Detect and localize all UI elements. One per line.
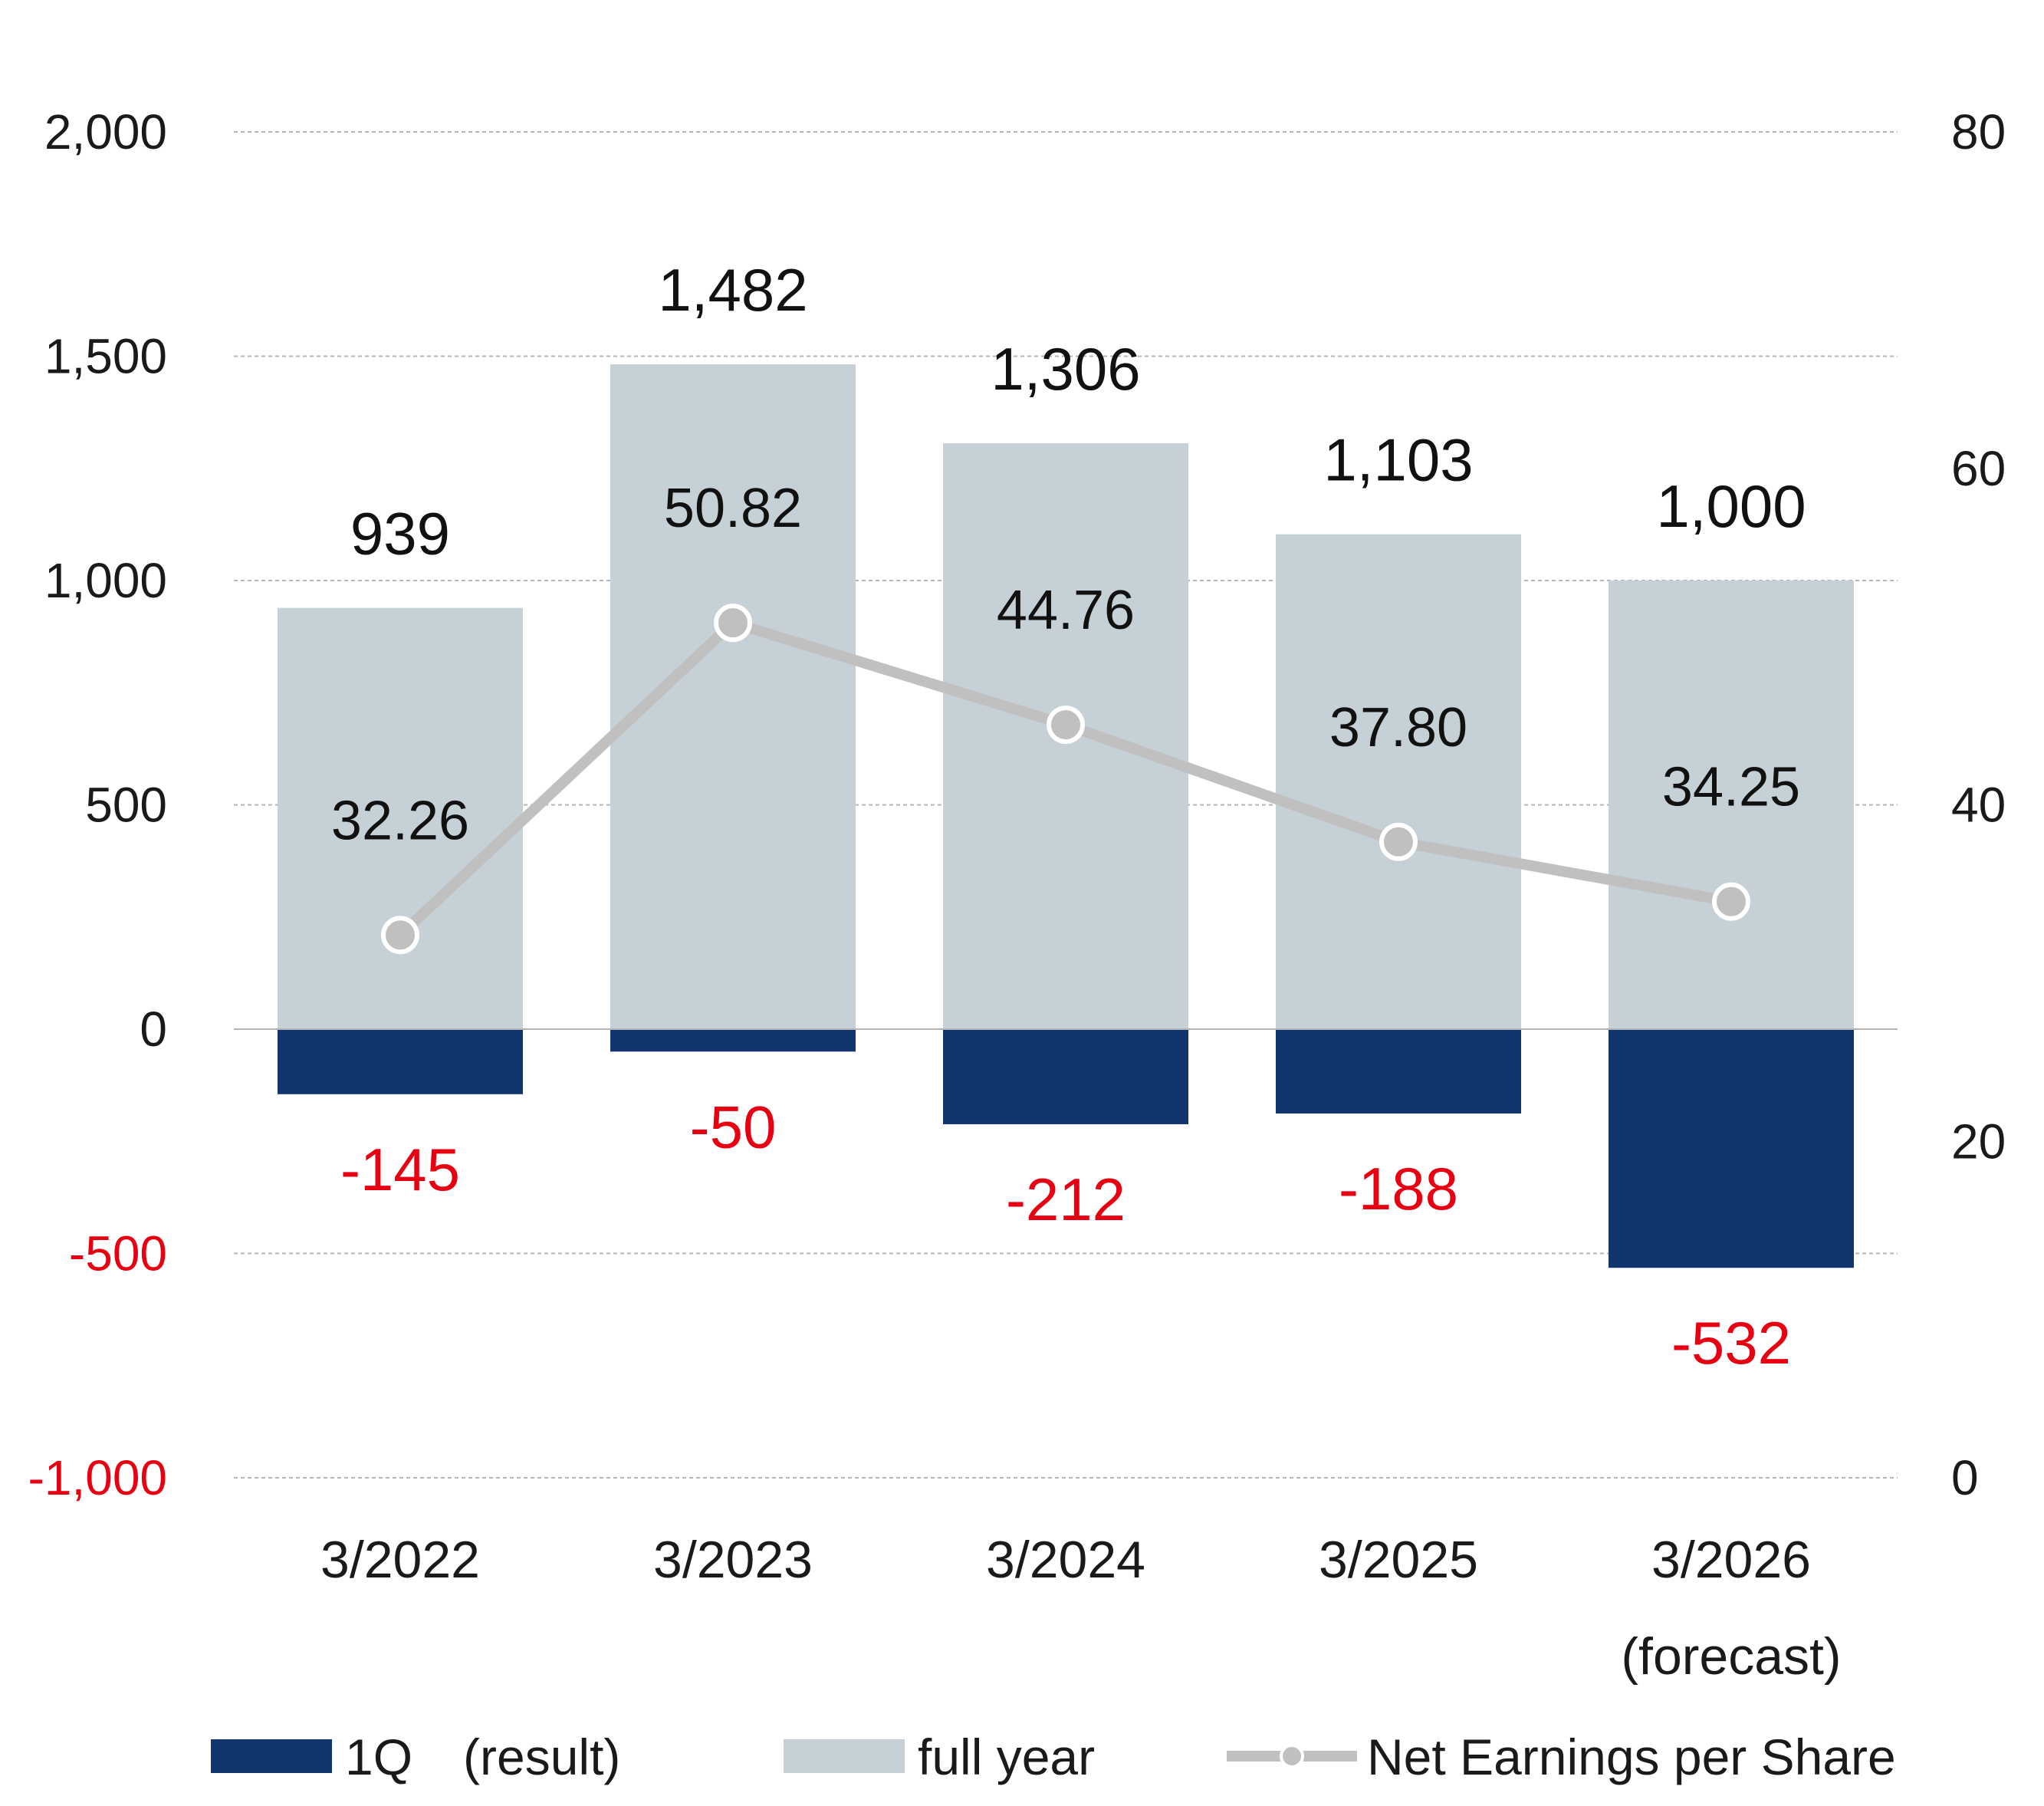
category-label: 3/2024 (986, 1531, 1145, 1589)
legend-swatch-full-year (784, 1739, 905, 1773)
label-full-year: 1,306 (991, 335, 1140, 403)
label-1q: -145 (340, 1136, 460, 1203)
bar-1q (278, 1029, 523, 1094)
left-tick-label: 0 (140, 1002, 167, 1057)
label-eps: 34.25 (1662, 757, 1800, 818)
right-tick-label: 60 (1951, 441, 2006, 496)
right-tick-label: 0 (1951, 1450, 1979, 1505)
left-tick-label: -500 (69, 1226, 167, 1281)
category-label: 3/2022 (320, 1531, 480, 1589)
legend: 1Q (result) full year Net Earnings per Sha… (211, 1729, 1896, 1785)
label-eps: 50.82 (664, 478, 802, 539)
legend-label-1q: 1Q (result) (345, 1729, 620, 1785)
left-tick-label: 500 (85, 778, 167, 833)
legend-label-full-year: full year (918, 1729, 1095, 1785)
label-eps: 44.76 (997, 580, 1135, 641)
category-label: 3/2025 (1319, 1531, 1478, 1589)
bar-1q (1276, 1029, 1521, 1114)
data-labels: 939 -145 1,482 -50 1,306 -212 1,103 -188 1,000 -5… (331, 256, 1806, 1377)
x-axis: 3/2022 3/2023 3/2024 3/2025 3/2026 (forecast) (320, 1531, 1842, 1686)
label-full-year: 1,482 (658, 256, 807, 324)
right-tick-label: 80 (1951, 104, 2006, 160)
legend-label-eps: Net Earnings per Share (1367, 1729, 1896, 1785)
label-eps: 37.80 (1329, 697, 1467, 758)
eps-point (714, 604, 752, 643)
legend-swatch-1q (211, 1739, 332, 1773)
right-tick-label: 20 (1951, 1114, 2006, 1169)
left-tick-label: 1,500 (44, 329, 167, 384)
category-sublabel: (forecast) (1621, 1627, 1841, 1686)
left-axis: -1,000 -500 0 500 1,000 1,500 2,000 (28, 104, 167, 1505)
legend-swatch-eps-point (1280, 1744, 1304, 1768)
eps-point (381, 916, 419, 955)
left-tick-label: 1,000 (44, 553, 167, 608)
left-tick-label: 2,000 (44, 104, 167, 160)
right-axis: 0 20 40 60 80 (1951, 104, 2006, 1505)
label-1q: -50 (690, 1093, 777, 1160)
bars (278, 364, 1854, 1268)
label-full-year: 1,103 (1323, 426, 1473, 494)
label-1q: -212 (1006, 1166, 1126, 1233)
bar-full-year (278, 607, 523, 1029)
eps-point (1379, 822, 1418, 861)
bar-1q (610, 1029, 856, 1052)
label-full-year: 1,000 (1656, 472, 1806, 540)
bar-full-year (1609, 581, 1854, 1029)
label-1q: -532 (1671, 1309, 1791, 1377)
category-label: 3/2023 (653, 1531, 813, 1589)
left-tick-label: -1,000 (28, 1450, 167, 1505)
label-eps: 32.26 (331, 790, 469, 851)
bar-full-year (1276, 534, 1521, 1029)
right-tick-label: 40 (1951, 778, 2006, 833)
bar-1q (1609, 1029, 1854, 1268)
bar-1q (943, 1029, 1188, 1125)
label-full-year: 939 (350, 500, 450, 567)
eps-point (1047, 706, 1085, 745)
eps-point (1712, 882, 1750, 921)
label-1q: -188 (1339, 1155, 1458, 1222)
eps-line (381, 604, 1750, 955)
category-label: 3/2026 (1651, 1531, 1811, 1589)
